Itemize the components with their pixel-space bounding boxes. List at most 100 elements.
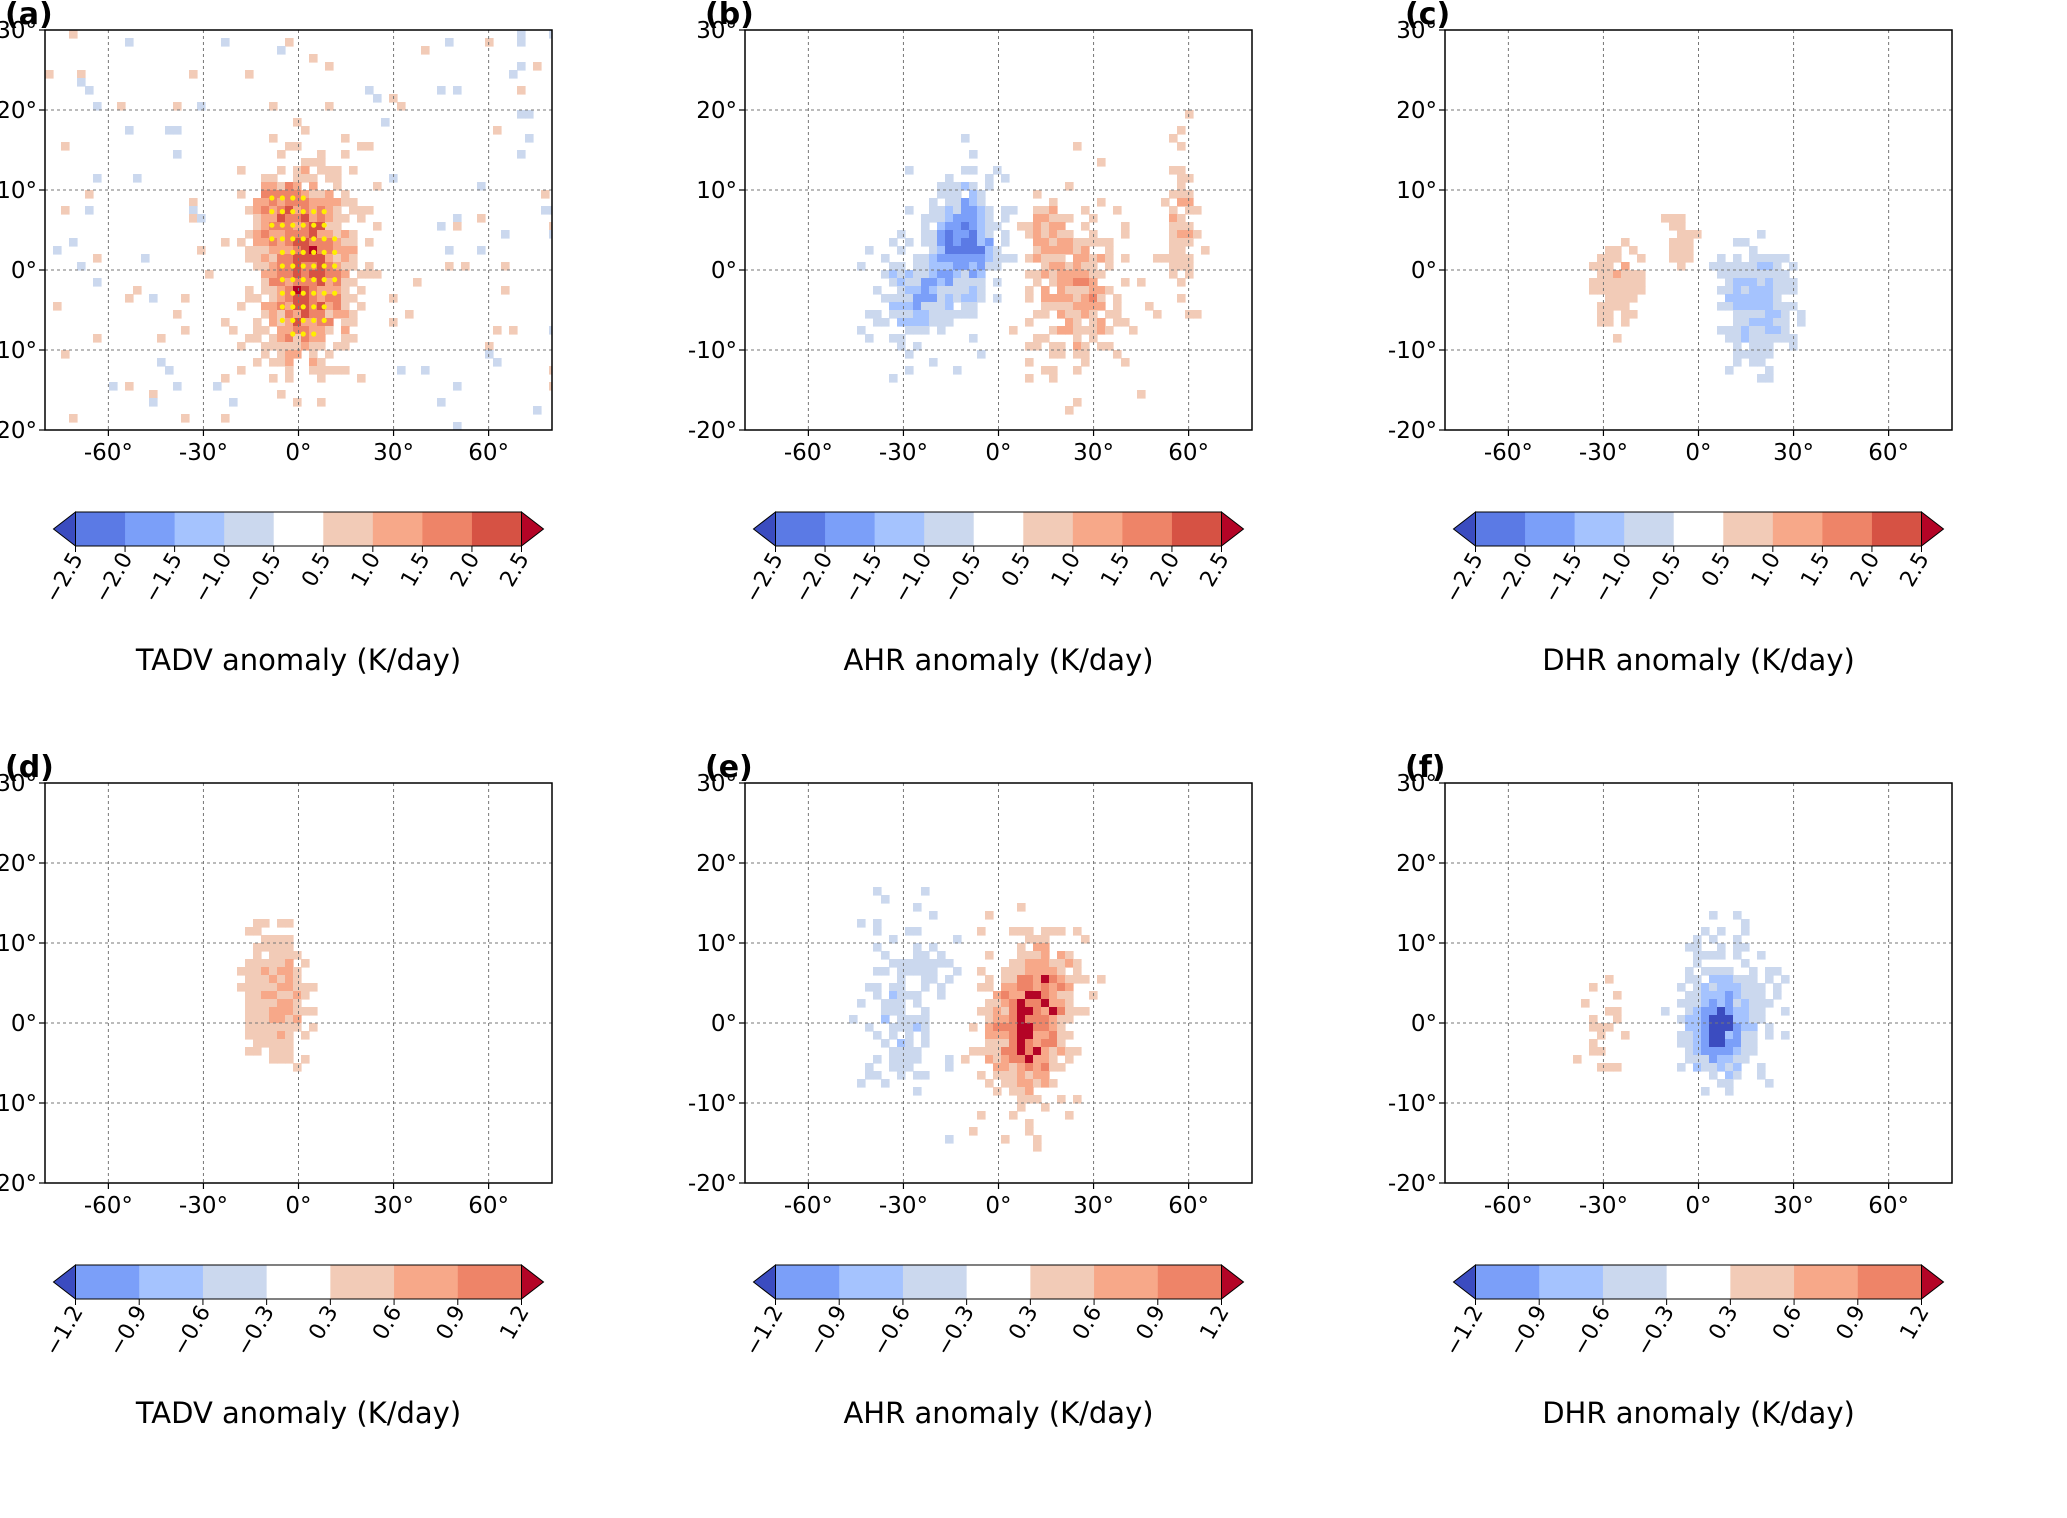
stipple-dot [300,195,306,201]
y-tick-label: -10° [688,338,737,364]
anomaly-field [1589,214,1806,383]
stipple-dot [279,277,285,283]
colorbar-bin [471,512,522,546]
colorbar-tick-label: 1.5 [1096,549,1135,592]
y-tick-label: -20° [688,418,737,444]
stipple-dot [279,222,285,228]
y-tick-label: 0° [11,258,37,284]
colorbar-bin [139,1265,204,1299]
colorbar-bin [1574,512,1625,546]
y-tick-label: -20° [1388,418,1437,444]
y-tick-label: -10° [0,1091,37,1117]
y-tick-label: 0° [711,1011,737,1037]
stipple-dot [332,263,338,269]
stipple-dot [300,263,306,269]
colorbar-bin [1171,512,1222,546]
stipple-dot [290,236,296,242]
colorbar-bin [457,1265,522,1299]
colorbar-tick-label: 1.0 [1047,549,1086,592]
y-tick-label: 0° [1411,258,1437,284]
stipple-dot [279,209,285,215]
colorbar-tick-label: 2.5 [1896,549,1935,592]
panel-label: (b) [705,0,754,32]
colorbar-extend-high [1921,510,1945,548]
colorbar-bin [1624,512,1675,546]
colorbar-bin [125,512,176,546]
colorbar-tick-label: 2.5 [1196,549,1235,592]
stipple-dot [311,317,317,323]
y-tick-label: 10° [0,178,37,204]
colorbar-bin [372,512,423,546]
y-tick-label: 30° [696,18,737,44]
colorbar-tick-label: −0.3 [931,1302,979,1361]
stipple-dot [321,263,327,269]
y-tick-label: -20° [688,1171,737,1197]
stipple-dot [269,236,275,242]
colorbar-bin [1157,1265,1222,1299]
x-tick-label: -30° [179,440,228,466]
stipple-dot [279,304,285,310]
colorbar-bin [924,512,975,546]
y-tick-label: 30° [1396,18,1437,44]
stipple-dot [290,304,296,310]
y-tick-label: 20° [0,98,37,124]
colorbar-tick-label: −0.3 [1631,1302,1679,1361]
y-tick-label: 10° [1396,178,1437,204]
colorbar-label: TADV anomaly (K/day) [135,643,461,677]
stipple-dot [290,209,296,215]
stipple-dot [279,317,285,323]
x-tick-label: 30° [1773,440,1814,466]
stipple-dot [300,304,306,310]
stipple-dot [311,304,317,310]
colorbar-tick-label: 1.0 [347,549,386,592]
stipple-dot [290,290,296,296]
colorbar: −1.2 −0.9 −0.6 −0.3 0.3 0.6 0.9 1.2 DHR anomaly … [1440,1263,1945,1430]
colorbar-extend-low [52,510,76,548]
colorbar-frame [775,1264,1222,1300]
y-tick-label: -20° [1388,1171,1437,1197]
colorbar-frame [75,511,522,547]
colorbar-tick-label: −2.0 [1490,549,1538,608]
x-tick-label: 0° [985,1193,1011,1219]
x-tick-label: -60° [84,1193,133,1219]
y-tick-label: -10° [1388,1091,1437,1117]
colorbar-bin [330,1265,395,1299]
panel-a: -60°-30°0°30°60°-20°-10°0°10°20°30°(a)−2… [0,0,553,677]
colorbar-tick-label: 2.0 [446,549,485,592]
x-tick-label: 0° [1685,1193,1711,1219]
stipple-dot [332,236,338,242]
y-tick-label: 30° [1396,771,1437,797]
x-tick-label: -30° [879,440,928,466]
panel-e: -60° -30° 0° 30° 60°-20°-10°0°10°20°30°(e)−1… [688,750,1253,1430]
colorbar-tick-label: −1.0 [889,549,937,608]
stipple-dot [300,277,306,283]
colorbar-bin [224,512,275,546]
colorbar-tick-label: 2.0 [1846,549,1885,592]
colorbar-tick-label: −0.9 [104,1302,152,1361]
y-tick-label: 10° [0,931,37,957]
stipple-dot [332,249,338,255]
colorbar: −2.5 −2.0 −1.5 −1.0 −0.5 0.5 1.0 1.5 2.0 2.5 AHR a… [740,510,1245,677]
colorbar-bin [1475,1265,1540,1299]
y-tick-label: 30° [0,18,37,44]
colorbar-bin [1023,512,1074,546]
stipple-dot [311,222,317,228]
colorbar-tick-label: −1.0 [189,549,237,608]
colorbar-bin [273,512,324,546]
x-tick-label: 60° [1168,440,1209,466]
colorbar-bin [1072,512,1123,546]
x-tick-label: 60° [1168,1193,1209,1219]
colorbar-bin [775,512,826,546]
colorbar-bin [1094,1265,1159,1299]
colorbar-tick-label: 1.0 [1747,549,1786,592]
colorbar-bin [775,1265,840,1299]
colorbar-tick-label: 2.0 [1146,549,1185,592]
colorbar-bin [75,1265,140,1299]
colorbar-tick-label: −2.0 [790,549,838,608]
stipple-dot [300,249,306,255]
colorbar-extend-high [521,510,545,548]
stipple-dot [311,263,317,269]
colorbar-frame [75,1264,522,1300]
colorbar-tick-label: 1.5 [396,549,435,592]
colorbar-bin [902,1265,968,1299]
